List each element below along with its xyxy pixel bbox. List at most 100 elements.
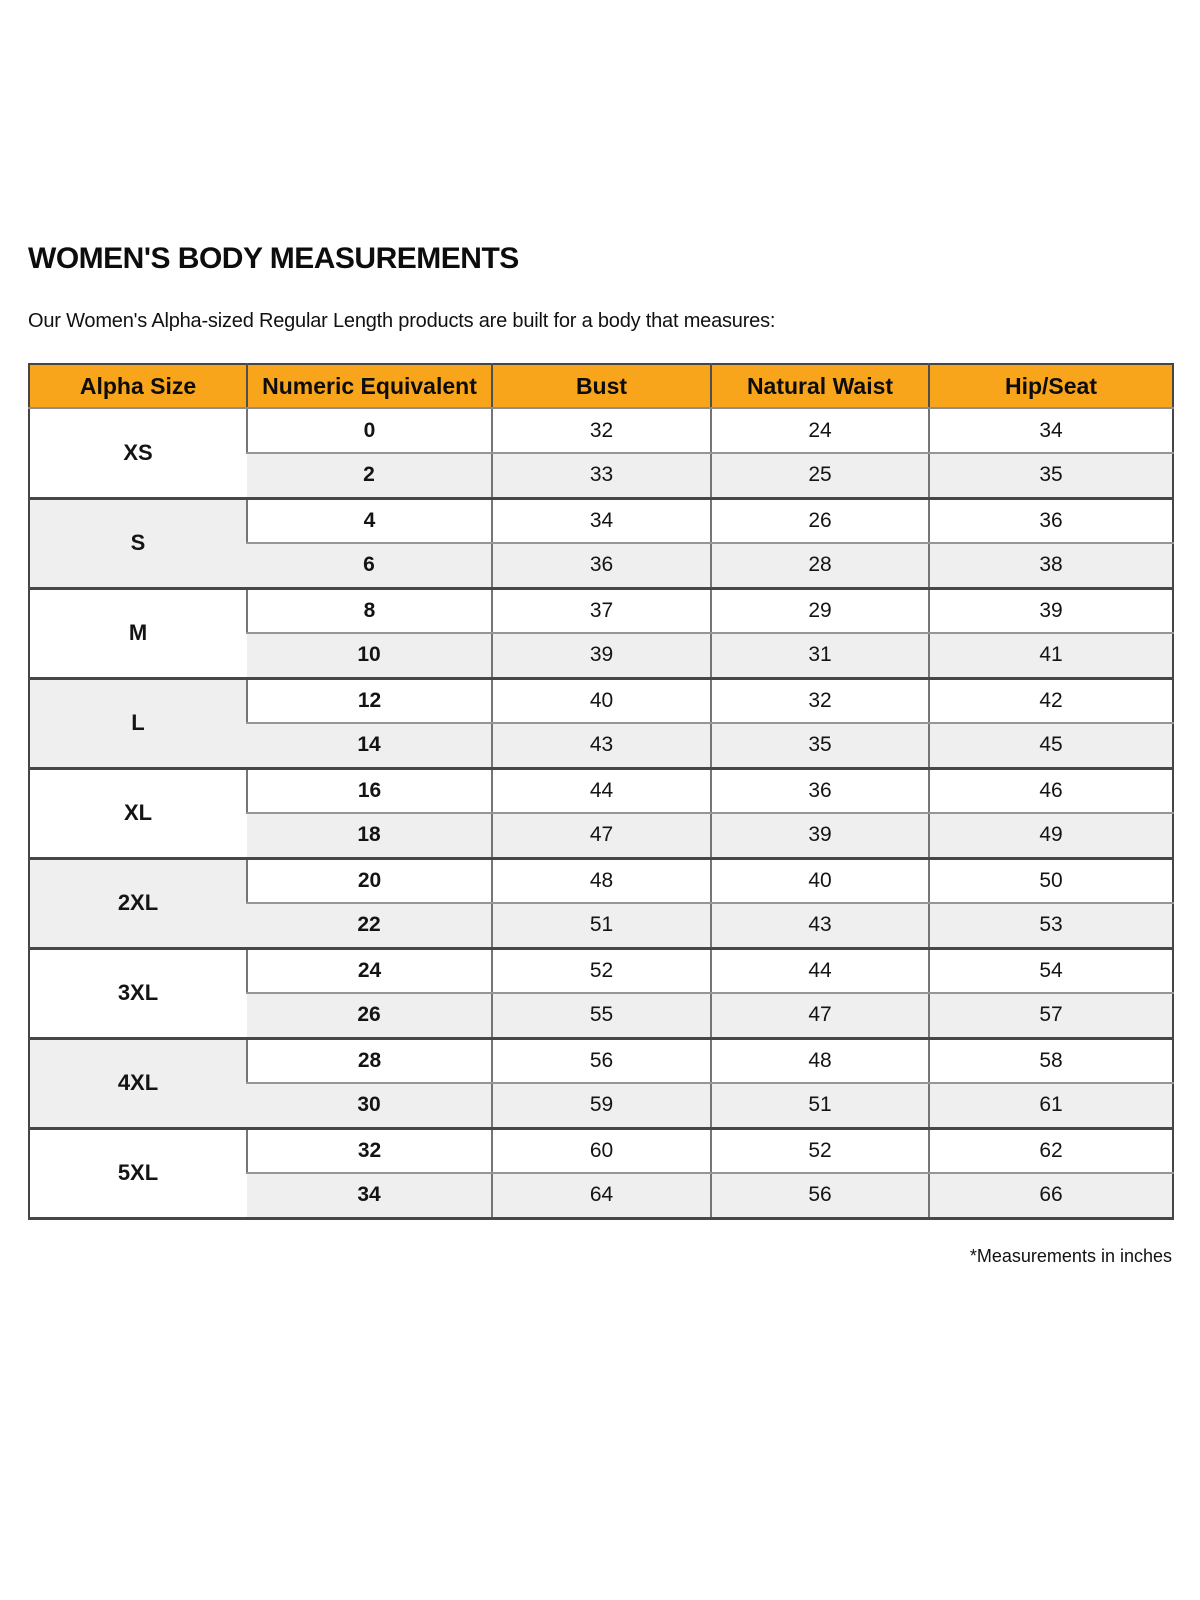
intro-text: Our Women's Alpha-sized Regular Length p… (28, 310, 776, 332)
page-title: WOMEN'S BODY MEASUREMENTS (28, 242, 519, 275)
numeric-equivalent-cell: 6 (247, 543, 492, 590)
measurement-cell: 60 (491, 1128, 711, 1174)
numeric-equivalent-cell: 26 (247, 993, 492, 1040)
measurement-cell: 24 (710, 408, 929, 454)
alpha-size-cell: 4XL (29, 1038, 247, 1130)
table-row: L 12 40 32 42 (29, 678, 1173, 770)
alpha-size-cell: XL (29, 768, 247, 860)
table-row: 6 36 28 38 (29, 543, 1173, 590)
table-body: XS 0 32 24 34 2 33 25 35 S 4 34 26 36 6 36 28 38 M 8 37 29 39 1… (29, 408, 1173, 1220)
table-row: 34 64 56 66 (29, 1173, 1173, 1220)
numeric-equivalent-cell: 2 (247, 453, 492, 500)
alpha-size-cell: S (29, 498, 247, 590)
table-row: 4XL 28 56 48 58 (29, 1038, 1173, 1130)
numeric-equivalent-cell: 4 (246, 498, 492, 544)
measurement-cell: 56 (710, 1173, 929, 1220)
measurement-cell: 46 (928, 768, 1173, 814)
measurement-cell: 57 (928, 993, 1173, 1040)
measurement-cell: 43 (710, 903, 929, 950)
table-row: 2 33 25 35 (29, 453, 1173, 500)
measurement-cell: 51 (491, 903, 711, 950)
column-header-bust: Bust (491, 364, 711, 409)
table-row: 26 55 47 57 (29, 993, 1173, 1040)
measurement-cell: 36 (491, 543, 711, 590)
measurement-cell: 33 (491, 453, 711, 500)
table-row: 2XL 20 48 40 50 (29, 858, 1173, 950)
alpha-size-cell: 3XL (29, 948, 247, 1040)
measurement-cell: 56 (491, 1038, 711, 1084)
alpha-size-cell: XS (29, 408, 247, 500)
table-row: 3XL 24 52 44 54 (29, 948, 1173, 1040)
table-row: 14 43 35 45 (29, 723, 1173, 770)
table-row: XS 0 32 24 34 (29, 408, 1173, 500)
numeric-equivalent-cell: 32 (246, 1128, 492, 1174)
measurement-cell: 54 (928, 948, 1173, 994)
measurement-cell: 47 (710, 993, 929, 1040)
column-header-natural-waist: Natural Waist (710, 364, 929, 409)
measurement-cell: 32 (491, 408, 711, 454)
numeric-equivalent-cell: 10 (247, 633, 492, 680)
table-row: 22 51 43 53 (29, 903, 1173, 950)
measurement-cell: 66 (928, 1173, 1173, 1220)
measurement-cell: 62 (928, 1128, 1173, 1174)
alpha-size-cell: L (29, 678, 247, 770)
measurement-cell: 39 (710, 813, 929, 860)
numeric-equivalent-cell: 18 (247, 813, 492, 860)
measurement-cell: 40 (710, 858, 929, 904)
column-header-hip-seat: Hip/Seat (928, 364, 1173, 409)
table-header-row: Alpha Size Numeric Equivalent Bust Natural … (29, 364, 1173, 409)
numeric-equivalent-cell: 28 (246, 1038, 492, 1084)
table-row: 5XL 32 60 52 62 (29, 1128, 1173, 1220)
numeric-equivalent-cell: 8 (246, 588, 492, 634)
measurement-cell: 51 (710, 1083, 929, 1130)
numeric-equivalent-cell: 0 (246, 408, 492, 454)
measurement-cell: 45 (928, 723, 1173, 770)
measurement-cell: 47 (491, 813, 711, 860)
numeric-equivalent-cell: 16 (246, 768, 492, 814)
column-header-numeric-equivalent: Numeric Equivalent (246, 364, 492, 409)
measurement-cell: 28 (710, 543, 929, 590)
size-guide-page: WOMEN'S BODY MEASUREMENTS Our Women's Al… (28, 242, 1174, 1266)
table-row: XL 16 44 36 46 (29, 768, 1173, 860)
footnote: *Measurements in inches (969, 1245, 1172, 1266)
alpha-size-cell: 2XL (29, 858, 247, 950)
measurement-cell: 61 (928, 1083, 1173, 1130)
measurement-cell: 48 (491, 858, 711, 904)
table-row: 10 39 31 41 (29, 633, 1173, 680)
measurement-cell: 29 (710, 588, 929, 634)
measurement-cell: 64 (491, 1173, 711, 1220)
measurement-cell: 32 (710, 678, 929, 724)
measurement-cell: 58 (928, 1038, 1173, 1084)
measurement-cell: 31 (710, 633, 929, 680)
measurement-cell: 36 (710, 768, 929, 814)
table-row: 18 47 39 49 (29, 813, 1173, 860)
measurement-cell: 39 (491, 633, 711, 680)
measurement-cell: 43 (491, 723, 711, 770)
numeric-equivalent-cell: 14 (247, 723, 492, 770)
measurement-cell: 49 (928, 813, 1173, 860)
measurement-cell: 34 (928, 408, 1173, 454)
measurement-cell: 34 (491, 498, 711, 544)
measurement-cell: 52 (491, 948, 711, 994)
alpha-size-cell: 5XL (29, 1128, 247, 1220)
measurement-cell: 41 (928, 633, 1173, 680)
measurement-cell: 52 (710, 1128, 929, 1174)
table-row: 30 59 51 61 (29, 1083, 1173, 1130)
numeric-equivalent-cell: 22 (247, 903, 492, 950)
measurement-cell: 42 (928, 678, 1173, 724)
measurement-cell: 39 (928, 588, 1173, 634)
numeric-equivalent-cell: 24 (246, 948, 492, 994)
measurement-cell: 44 (491, 768, 711, 814)
measurement-cell: 40 (491, 678, 711, 724)
measurement-cell: 44 (710, 948, 929, 994)
measurement-cell: 50 (928, 858, 1173, 904)
table-header: Alpha Size Numeric Equivalent Bust Natural … (29, 364, 1173, 409)
measurement-cell: 55 (491, 993, 711, 1040)
measurement-cell: 37 (491, 588, 711, 634)
measurement-cell: 53 (928, 903, 1173, 950)
column-header-alpha-size: Alpha Size (29, 364, 247, 409)
table-row: M 8 37 29 39 (29, 588, 1173, 680)
measurement-cell: 26 (710, 498, 929, 544)
measurement-cell: 38 (928, 543, 1173, 590)
measurement-cell: 48 (710, 1038, 929, 1084)
